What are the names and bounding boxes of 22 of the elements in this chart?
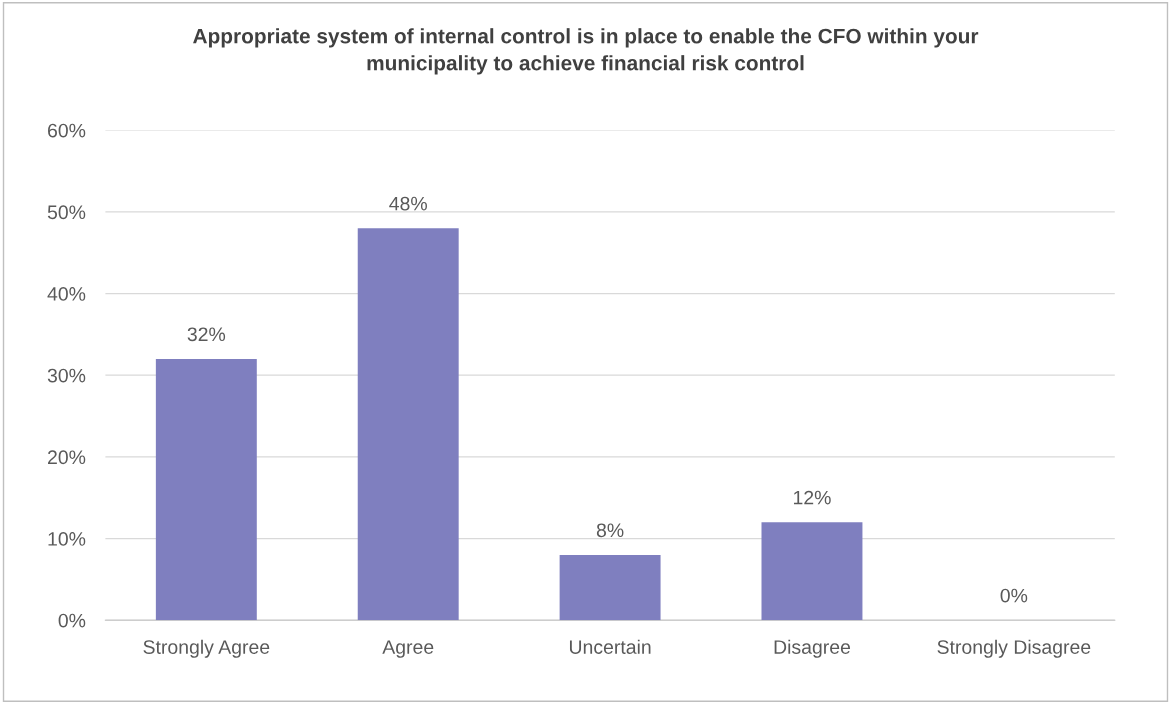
bar (559, 554, 661, 621)
x-tick-label: Uncertain (569, 639, 651, 654)
x-tick-label: Agree (382, 640, 434, 658)
y-tick-label: 0% (58, 613, 86, 628)
data-label: 32% (187, 327, 226, 342)
data-label: 48% (389, 196, 427, 211)
bar (357, 228, 459, 621)
y-tick-label: 10% (48, 532, 86, 546)
x-tick-label: Strongly Disagree (937, 639, 1091, 658)
bar (761, 522, 863, 621)
bar (155, 358, 257, 621)
y-tick-label: 40% (47, 287, 86, 301)
data-label: 0% (1000, 588, 1028, 603)
x-tick-label: Disagree (774, 639, 851, 658)
x-tick-label: Strongly Agree (143, 639, 270, 658)
y-tick-label: 20% (48, 450, 86, 465)
y-tick-label: 60% (48, 123, 86, 138)
y-tick-label: 30% (47, 368, 86, 383)
data-label: 8% (596, 523, 624, 538)
y-tick-label: 50% (47, 205, 86, 220)
chart-title: Appropriate system of internal control is in place to enable the CFO within your municipality to achieve financial risk control (193, 28, 979, 75)
data-label: 12% (794, 490, 831, 505)
